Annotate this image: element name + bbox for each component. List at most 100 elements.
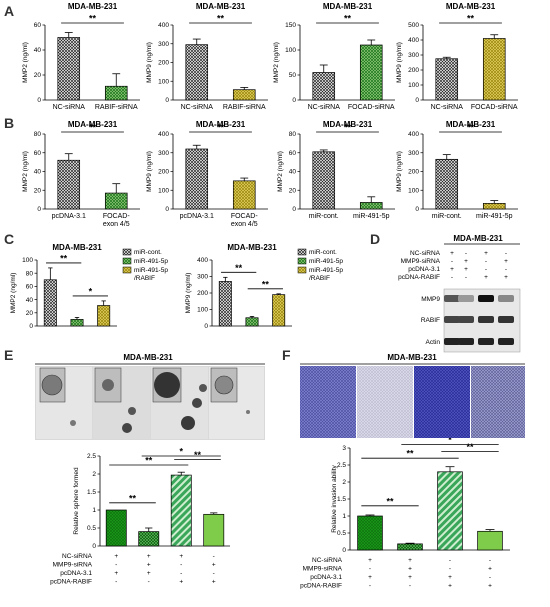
y-tick-label: 2 [92,471,96,478]
chart-c2: MDA-MB-231 0 100 200 300 400 MMP9 (ng/ml) ** ** m… [185,243,343,330]
condition-label: pcDNA-3.1 [310,574,342,581]
y-tick-label: 200 [158,60,169,67]
category-label: FOCAD- [231,213,259,220]
bar [312,72,336,101]
condition-sign: + [488,583,492,590]
band-label: Actin [426,339,441,346]
bar [138,531,160,547]
significance-label: ** [406,449,414,459]
y-tick-label: 20 [34,72,42,79]
blot-condition-sign: - [505,250,507,257]
y-tick-label: 1.5 [87,489,96,496]
y-tick-label: 2 [342,479,346,486]
bar [232,89,256,101]
legend-swatch [297,266,307,274]
blot-condition-sign: - [505,266,507,273]
bar [218,281,232,327]
significance-label: ** [344,14,352,24]
y-axis-label: MMP2 (ng/ml) [277,151,284,192]
bar [437,471,463,551]
y-tick-label: 400 [408,131,419,138]
bar [185,148,209,210]
bar [104,192,128,210]
y-axis-label: MMP9 (ng/ml) [146,151,153,192]
sphere-inset-4-cell [214,375,234,395]
invasion-image-1-texture [300,366,356,438]
condition-sign: + [488,566,492,573]
y-axis-label: MMP9 (ng/ml) [146,42,153,83]
significance-label: ** [145,456,153,466]
condition-sign: - [489,557,491,564]
chart-title: MDA-MB-231 [323,2,373,11]
y-tick-label: 3 [342,445,346,452]
chart-b2: MDA-MB-231 0 100 200 300 400 MMP9 (ng/ml) pcDNA… [146,120,268,228]
legend-swatch [122,248,132,256]
blot-band [498,338,514,345]
y-tick-label: 200 [197,290,208,297]
bar [57,37,81,101]
condition-sign: - [489,574,491,581]
y-axis-label: Relative sphere formed [73,467,80,535]
chart-title: MDA-MB-231 [446,120,496,129]
invasion-images: MDA-MB-231 [300,353,525,438]
y-tick-label: 2.5 [337,462,346,469]
y-tick-label: 40 [34,47,42,54]
y-tick-label: 40 [26,297,34,304]
legend-swatch [297,257,307,265]
blot-condition-sign: - [485,266,487,273]
y-tick-label: 100 [158,187,169,194]
blot-band [478,295,494,302]
y-tick-label: 0 [292,97,296,104]
chart-b1: MDA-MB-231 0 20 40 60 80 MMP2 (ng/ml) pcDNA-3.1… [22,120,140,228]
category-label: NC-siRNA [53,104,86,111]
category-label: exon 4/5 [231,221,258,228]
blot-condition-sign: + [464,258,468,265]
y-tick-label: 60 [34,22,42,29]
y-axis-label: MMP9 (ng/ml) [396,42,403,83]
y-tick-label: 200 [408,169,419,176]
y-tick-label: 1.5 [337,496,346,503]
condition-sign: + [212,562,216,569]
condition-sign: + [147,570,151,577]
bar [104,85,128,101]
condition-label: NC-siRNA [312,557,343,564]
y-tick-label: 0 [165,206,169,213]
bar [482,38,506,101]
y-tick-label: 40 [289,169,297,176]
y-axis-label: MMP2 (ng/ml) [10,273,17,314]
condition-sign: + [408,566,412,573]
sphere-inset-1-cell [41,374,63,396]
chart-a3: MDA-MB-231 0 50 100 150 MMP2 (ng/ml) NC-siRNA F… [273,2,395,111]
bar [272,294,286,327]
y-axis-label: MMP2 (ng/ml) [22,42,29,83]
bar [435,158,459,210]
condition-sign: - [409,583,411,590]
bar [185,44,209,101]
blot-condition-sign: - [451,274,453,281]
significance-label: ** [60,253,68,263]
legend-label: miR-491-5p [134,258,168,265]
bar [477,530,503,551]
sphere-cell-f [199,384,207,392]
condition-sign: + [448,574,452,581]
sphere-images: MDA-MB-231 [35,353,265,440]
chart-title: MDA-MB-231 [68,2,118,11]
blot-band [458,316,474,323]
chart-title: MDA-MB-231 [196,2,246,11]
condition-sign: - [180,562,182,569]
bar [97,305,111,327]
bar [70,319,84,327]
bar [435,58,459,101]
chart-a2: MDA-MB-231 0 100 200 300 400 MMP9 (ng/ml) NC-si… [146,2,268,111]
y-tick-label: 300 [408,52,419,59]
blot-condition-label: NC-siRNA [410,250,441,257]
y-tick-label: 80 [289,131,297,138]
bar [170,474,192,547]
sphere-cell-a [70,420,76,426]
western-blot-bands: MMP9 RABIF Actin [421,295,514,346]
y-tick-label: 50 [289,72,297,79]
y-tick-label: 60 [34,150,42,157]
y-tick-label: 0 [29,323,33,330]
category-label: miR-cont. [432,213,462,220]
